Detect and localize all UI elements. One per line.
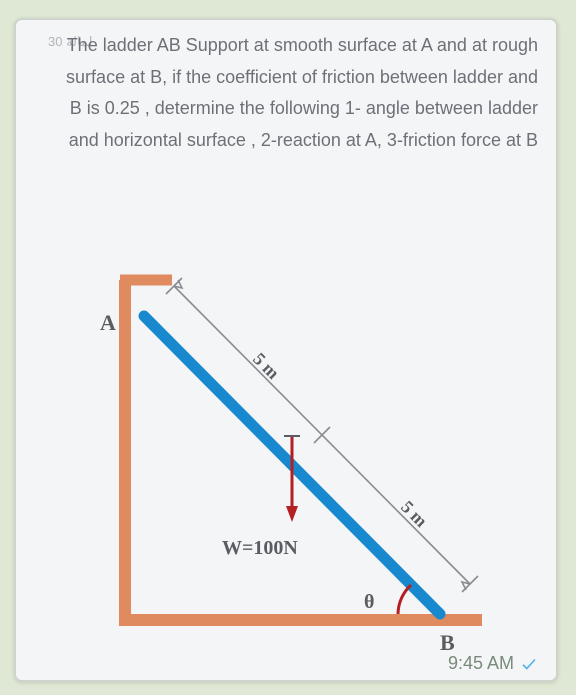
dimension-lines (166, 278, 478, 592)
timestamp-text: 9:45 AM (448, 653, 514, 674)
timestamp: 9:45 AM (448, 653, 538, 674)
theta-label: θ (364, 591, 374, 613)
message-card: لمالة 30 The ladder AB Support at smooth… (14, 18, 558, 682)
label-A: A (100, 310, 116, 335)
wall-floor (119, 280, 482, 626)
dim-upper: 5 m (249, 349, 283, 383)
ladder-diagram: 5 m 5 m W=100N θ A B (62, 258, 512, 658)
weight-label: W=100N (222, 537, 298, 559)
question-text: The ladder AB Support at smooth surface … (52, 30, 538, 156)
dim-lower: 5 m (397, 497, 431, 531)
label-B: B (440, 630, 455, 655)
check-icon (520, 655, 538, 673)
weight-arrow (284, 436, 300, 522)
